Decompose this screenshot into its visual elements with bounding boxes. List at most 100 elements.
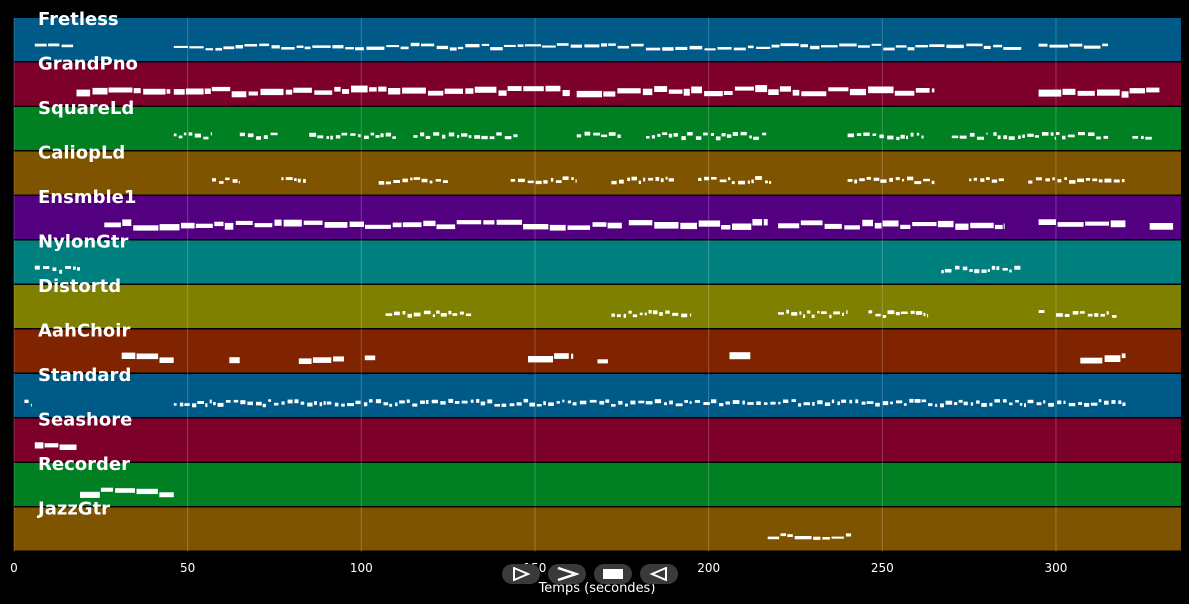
x-tick-label-250: 250 [871,561,894,575]
note-standard-1 [803,402,810,406]
note-fretless-1 [675,46,688,50]
note-fretless-1 [421,43,435,47]
note-squareld-2 [380,133,384,138]
note-grandpno-2 [801,91,827,97]
note-caliopld-3 [571,177,574,180]
note-standard-1 [562,399,565,403]
note-squareld-2 [326,136,329,139]
note-recorder-0 [136,488,158,495]
note-fretless-1 [345,47,354,50]
x-tick-label-200: 200 [697,561,720,575]
note-ensmble1-0 [274,219,282,226]
note-distortd-5 [1106,311,1109,315]
note-nylongtr-1 [944,269,952,273]
note-fretless-1 [993,44,1003,48]
note-distortd-0 [385,313,393,316]
note-distortd-2 [817,310,820,314]
note-fretless-1 [631,43,644,47]
note-standard-1 [1063,400,1066,404]
note-standard-1 [817,400,823,405]
note-jazzgtr-0 [822,537,830,540]
note-grandpno-2 [691,86,702,94]
track-label-squareld: SquareLd [38,98,134,119]
note-standard-1 [611,404,616,407]
notes-recorder [80,487,174,498]
note-standard-1 [399,400,405,404]
forward-button[interactable] [548,564,586,584]
note-aahchoir-7 [1104,355,1121,362]
note-grandpno-3 [1077,90,1095,96]
note-caliopld-6 [859,178,865,182]
note-ensmble1-2 [1003,223,1005,230]
note-nylongtr-0 [43,266,50,269]
note-squareld-5 [668,133,673,138]
note-fretless-1 [929,44,945,47]
notes-fretless [34,42,1108,51]
note-standard-1 [625,403,628,407]
note-standard-1 [841,399,847,403]
note-standard-1 [963,401,968,406]
note-squareld-6 [906,135,908,140]
back-button[interactable] [640,564,678,584]
note-squareld-1 [247,133,254,138]
note-ensmble1-0 [235,220,253,225]
note-fretless-1 [296,45,304,48]
note-fretless-1 [304,46,311,50]
note-ensmble1-0 [214,221,224,227]
note-ensmble1-0 [254,223,273,228]
note-fretless-1 [503,44,516,47]
track-band-jazzgtr [14,507,1181,551]
note-caliopld-1 [285,177,293,180]
note-fretless-2 [1049,44,1068,48]
track-band-grandpno [14,62,1181,106]
note-squareld-3 [489,136,495,140]
notes-ensmble1 [104,219,1174,231]
note-grandpno-1 [204,88,211,94]
note-jazzgtr-0 [831,536,844,539]
note-fretless-1 [223,46,235,50]
note-jazzgtr-0 [845,533,852,537]
note-squareld-2 [385,132,391,137]
note-standard-1 [1024,403,1026,408]
note-standard-1 [440,401,446,405]
note-grandpno-1 [562,90,570,97]
note-distortd-5 [1087,313,1093,317]
stop-button[interactable] [594,564,632,584]
note-fretless-1 [259,43,270,47]
note-ensmble1-2 [955,223,969,230]
note-caliopld-8 [1104,178,1112,183]
note-nylongtr-1 [996,266,1000,270]
note-squareld-3 [420,132,425,137]
note-caliopld-7 [991,179,998,183]
note-distortd-0 [459,311,464,315]
note-squareld-3 [461,133,468,137]
note-standard-1 [756,401,761,405]
track-band-squareld [14,107,1181,150]
note-distortd-3 [915,311,923,315]
note-nylongtr-1 [991,265,996,270]
note-squareld-8 [1027,133,1034,137]
note-fretless-1 [366,46,385,50]
note-squareld-8 [1018,135,1021,139]
note-caliopld-3 [535,180,542,185]
note-standard-1 [1009,402,1013,406]
play-button[interactable] [502,564,540,584]
note-jazzgtr-0 [787,534,793,537]
note-grandpno-1 [293,87,312,93]
note-distortd-3 [887,310,895,315]
note-caliopld-3 [575,179,577,183]
note-caliopld-4 [668,178,674,182]
note-distortd-0 [432,314,435,318]
note-fretless-1 [821,45,838,48]
note-fretless-1 [662,47,674,51]
note-fretless-1 [205,48,213,51]
note-standard-1 [487,399,493,404]
notes-seashore [34,442,77,450]
note-standard-1 [233,399,239,403]
note-standard-1 [294,399,299,404]
note-caliopld-4 [655,177,660,181]
note-squareld-8 [1003,135,1008,140]
note-fretless-1 [410,42,420,47]
note-grandpno-1 [474,86,497,93]
note-fretless-1 [756,46,771,49]
